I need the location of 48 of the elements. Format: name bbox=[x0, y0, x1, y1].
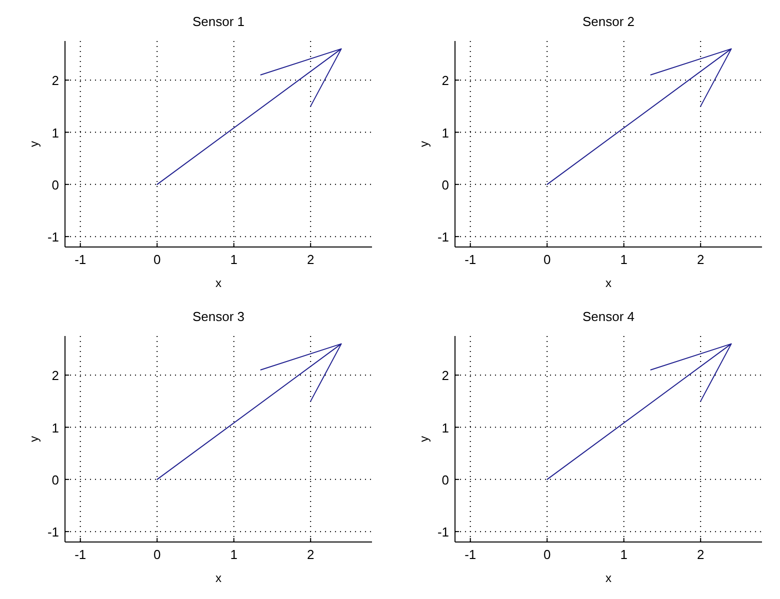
x-tick-label: 1 bbox=[620, 547, 628, 562]
x-axis-title: x bbox=[606, 571, 612, 585]
y-tick-label: 2 bbox=[442, 73, 449, 88]
y-axis-title: y bbox=[417, 141, 431, 147]
x-axis-title: x bbox=[216, 571, 222, 585]
x-axis-title: x bbox=[216, 276, 222, 290]
x-tick-label: -1 bbox=[464, 547, 476, 562]
y-tick-label: 1 bbox=[52, 125, 59, 140]
line-series bbox=[156, 48, 342, 185]
y-axis-title: y bbox=[27, 141, 41, 147]
line-series bbox=[546, 343, 732, 480]
y-tick-label: 0 bbox=[442, 177, 449, 192]
chart-title: Sensor 4 bbox=[582, 309, 635, 324]
x-tick-label: 0 bbox=[153, 547, 161, 562]
chart-title: Sensor 2 bbox=[582, 14, 635, 29]
x-tick-label: 1 bbox=[620, 252, 628, 267]
y-axis-title: y bbox=[417, 436, 431, 442]
y-tick-label: -1 bbox=[47, 524, 59, 540]
y-tick-label: -1 bbox=[437, 230, 449, 245]
chart-title: Sensor 3 bbox=[192, 309, 245, 324]
x-tick-label: 1 bbox=[230, 547, 238, 562]
y-tick-label: 1 bbox=[442, 125, 449, 140]
y-tick-label: -1 bbox=[47, 230, 59, 245]
x-tick-label: 2 bbox=[696, 547, 704, 562]
y-tick-label: 2 bbox=[52, 368, 59, 384]
x-tick-label: 2 bbox=[306, 252, 314, 267]
y-axis-title: y bbox=[27, 436, 41, 442]
x-tick-label: 2 bbox=[696, 252, 704, 267]
x-tick-label: -1 bbox=[74, 547, 86, 562]
x-tick-label: 1 bbox=[230, 252, 238, 267]
y-tick-label: 1 bbox=[442, 420, 449, 436]
y-tick-label: 0 bbox=[52, 177, 59, 192]
y-tick-label: 0 bbox=[442, 472, 449, 488]
chart-title: Sensor 1 bbox=[192, 14, 245, 29]
x-tick-label: 0 bbox=[543, 547, 551, 562]
line-series bbox=[546, 48, 732, 185]
line-series bbox=[156, 343, 342, 480]
y-tick-label: 0 bbox=[52, 472, 59, 488]
x-tick-label: 2 bbox=[306, 547, 314, 562]
x-tick-label: 0 bbox=[153, 252, 161, 267]
y-tick-label: 1 bbox=[52, 420, 59, 436]
y-tick-label: -1 bbox=[437, 524, 449, 540]
x-tick-label: -1 bbox=[74, 252, 86, 267]
x-axis-title: x bbox=[606, 276, 612, 290]
x-tick-label: 0 bbox=[543, 252, 551, 267]
x-tick-label: -1 bbox=[464, 252, 476, 267]
y-tick-label: 2 bbox=[52, 73, 59, 88]
y-tick-label: 2 bbox=[442, 368, 449, 384]
